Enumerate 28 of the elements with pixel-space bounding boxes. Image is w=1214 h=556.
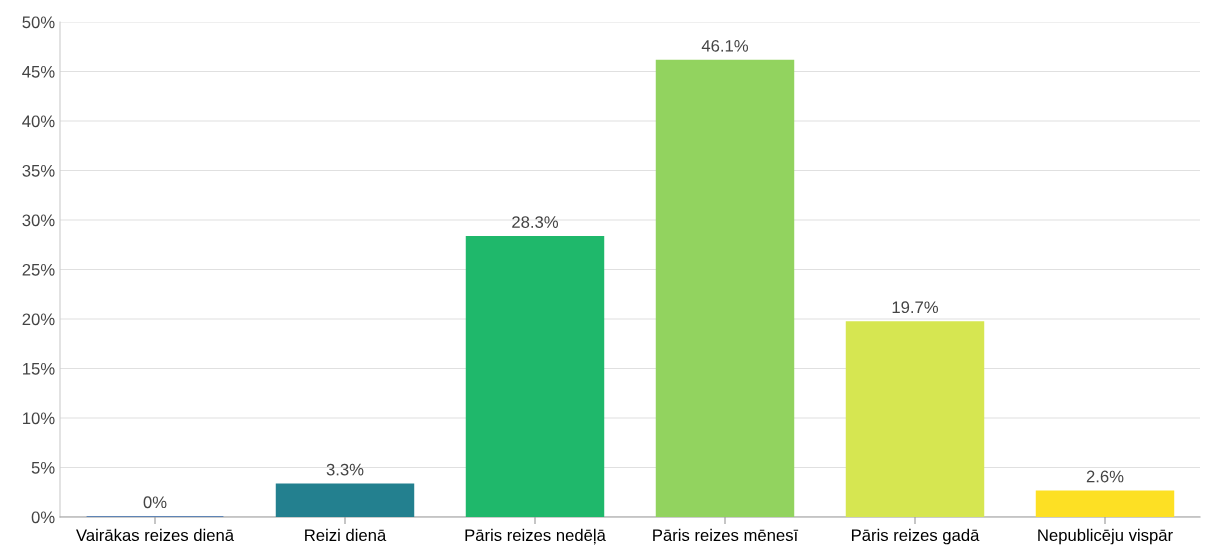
data-label: 2.6% [1086, 470, 1124, 483]
data-label: 0% [143, 496, 167, 509]
y-tick-label: 10% [23, 412, 55, 425]
y-tick-label: 20% [22, 313, 55, 326]
y-tick-label: 40% [22, 115, 55, 128]
y-tick-label: 0% [31, 511, 55, 524]
data-label: 28.3% [512, 216, 559, 228]
data-label: 46.1% [701, 39, 749, 52]
x-tick-label: Nepublicēju vispār [1038, 528, 1173, 545]
data-label: 19.7% [892, 301, 939, 314]
data-label: 3.3% [326, 463, 364, 476]
y-tick-label: 30% [22, 214, 55, 227]
x-tick-label: Vairākas reizes dienā [76, 528, 235, 542]
y-tick-label: 15% [23, 362, 55, 375]
x-tick-label: Pāris reizes mēnesī [653, 528, 799, 542]
bar [275, 483, 415, 517]
y-tick-label: 35% [22, 164, 55, 177]
bar [465, 235, 605, 517]
x-tick-label: Pāris reizes nedēļā [465, 528, 606, 545]
bar [845, 321, 985, 517]
y-tick-label: 25% [22, 263, 55, 276]
y-tick-label: 50% [22, 16, 55, 29]
x-tick-label: Pāris reizes gadā [851, 528, 980, 545]
bar [655, 59, 795, 517]
y-tick-label: 45% [22, 65, 55, 78]
y-tick-label: 5% [31, 461, 55, 474]
x-tick-label: Reizi dienā [305, 528, 387, 542]
bar [1035, 490, 1175, 517]
